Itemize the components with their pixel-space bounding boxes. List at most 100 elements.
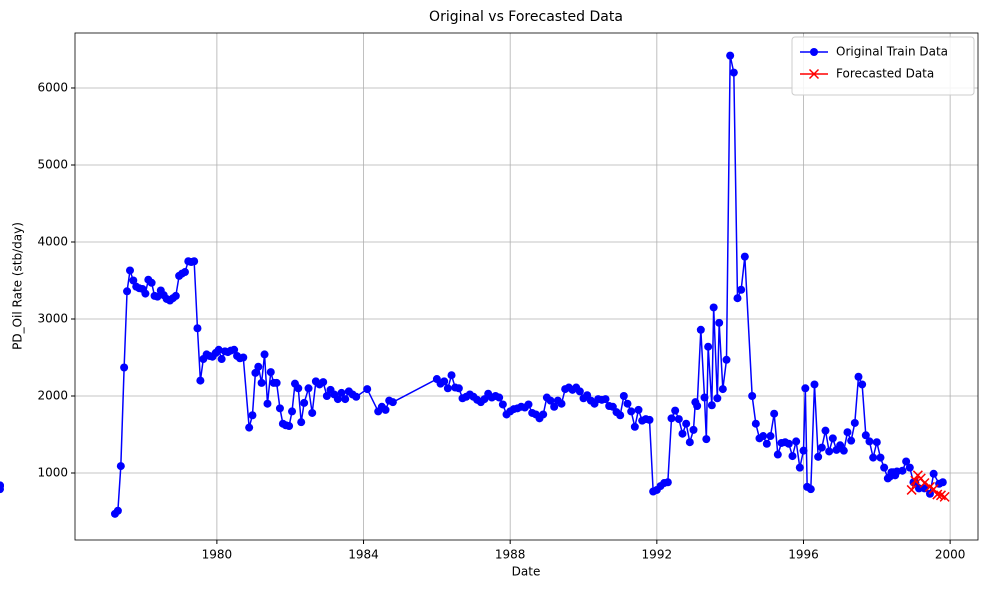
point bbox=[843, 428, 852, 437]
point bbox=[718, 385, 727, 394]
point bbox=[285, 422, 294, 431]
point bbox=[817, 443, 826, 452]
point bbox=[294, 384, 303, 393]
point bbox=[825, 447, 834, 456]
legend-marker bbox=[810, 48, 818, 56]
legend-marker bbox=[808, 68, 820, 80]
x-tick-label: 1984 bbox=[348, 548, 379, 562]
x-marker bbox=[939, 491, 950, 502]
legend-box bbox=[791, 36, 975, 96]
point bbox=[740, 252, 749, 261]
point bbox=[762, 439, 771, 448]
point bbox=[352, 392, 361, 401]
point bbox=[524, 400, 533, 409]
point bbox=[447, 371, 456, 380]
point bbox=[539, 410, 548, 419]
x-marker bbox=[906, 484, 917, 495]
point bbox=[193, 324, 202, 333]
point bbox=[337, 388, 346, 397]
point bbox=[322, 392, 331, 401]
point bbox=[689, 425, 698, 434]
point bbox=[388, 398, 397, 407]
point bbox=[682, 419, 691, 428]
point bbox=[759, 432, 768, 441]
point bbox=[260, 350, 269, 359]
point bbox=[381, 405, 390, 414]
point bbox=[498, 400, 507, 409]
point bbox=[153, 292, 162, 301]
x-marker bbox=[932, 489, 943, 500]
point bbox=[726, 51, 735, 60]
chart-title: Original vs Forecasted Data bbox=[429, 9, 623, 25]
point bbox=[748, 392, 757, 401]
point bbox=[795, 463, 804, 472]
point bbox=[251, 368, 260, 377]
point bbox=[869, 453, 878, 462]
x-axis-label: Date bbox=[512, 565, 541, 579]
point bbox=[440, 377, 449, 386]
point bbox=[0, 481, 4, 490]
point bbox=[810, 380, 819, 389]
point bbox=[872, 438, 881, 447]
point bbox=[902, 457, 911, 466]
point bbox=[839, 446, 848, 455]
point bbox=[623, 399, 632, 408]
point bbox=[147, 278, 156, 287]
point bbox=[557, 399, 566, 408]
point bbox=[729, 68, 738, 77]
point bbox=[297, 418, 306, 427]
y-tick-label: 2000 bbox=[37, 389, 68, 403]
point bbox=[120, 363, 129, 372]
point bbox=[806, 485, 815, 494]
point bbox=[663, 478, 672, 487]
point bbox=[217, 355, 226, 364]
point bbox=[257, 378, 266, 387]
y-tick-label: 1000 bbox=[37, 466, 68, 480]
x-marker bbox=[928, 484, 939, 495]
point bbox=[254, 362, 263, 371]
point bbox=[799, 446, 808, 455]
point bbox=[713, 394, 722, 403]
point bbox=[443, 384, 452, 393]
point bbox=[129, 276, 138, 285]
x-tick-label: 1988 bbox=[495, 548, 526, 562]
point bbox=[773, 450, 782, 459]
legend-label: Forecasted Data bbox=[836, 67, 934, 81]
point bbox=[707, 401, 716, 410]
point bbox=[770, 409, 779, 418]
point bbox=[245, 423, 254, 432]
point bbox=[550, 402, 559, 411]
point bbox=[693, 402, 702, 411]
point bbox=[214, 345, 223, 354]
point bbox=[171, 291, 180, 300]
point bbox=[792, 437, 801, 446]
point bbox=[766, 432, 775, 441]
y-tick-label: 6000 bbox=[37, 80, 68, 94]
point bbox=[616, 411, 625, 420]
point bbox=[263, 399, 272, 408]
point bbox=[619, 392, 628, 401]
point bbox=[239, 353, 248, 362]
point bbox=[704, 342, 713, 351]
point bbox=[546, 396, 555, 405]
legend-label: Original Train Data bbox=[836, 45, 948, 59]
point bbox=[850, 418, 859, 427]
x-tick-label: 1980 bbox=[202, 548, 233, 562]
point bbox=[454, 384, 463, 393]
point bbox=[300, 398, 309, 407]
point bbox=[678, 429, 687, 438]
point bbox=[715, 318, 724, 327]
point bbox=[696, 325, 705, 334]
y-tick-label: 4000 bbox=[37, 234, 68, 248]
point bbox=[113, 506, 122, 515]
x-tick-label: 2000 bbox=[935, 548, 966, 562]
point bbox=[709, 303, 718, 312]
point bbox=[667, 414, 676, 423]
point bbox=[788, 452, 797, 461]
point bbox=[685, 438, 694, 447]
point bbox=[248, 411, 257, 420]
point bbox=[751, 419, 760, 428]
point bbox=[702, 435, 711, 444]
point bbox=[575, 387, 584, 396]
